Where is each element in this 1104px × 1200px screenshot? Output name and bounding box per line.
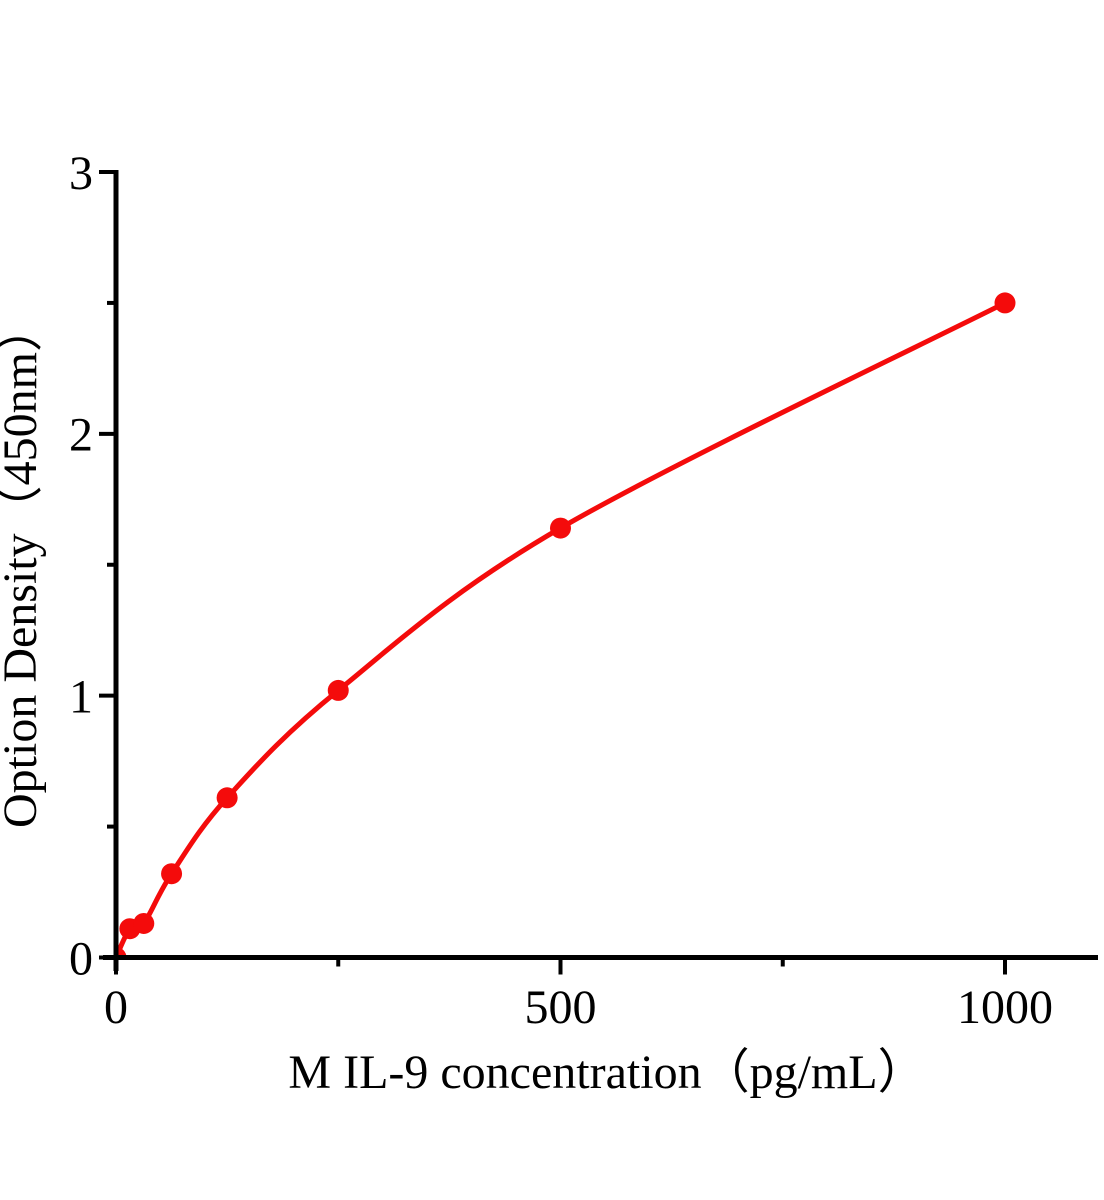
y-tick-label: 3 [69,147,93,200]
x-tick-label: 1000 [957,981,1053,1034]
axis-layer: 0 1 2 3 0 500 1000 [69,147,1098,1034]
y-tick-label: 1 [69,670,93,723]
data-point-marker [161,863,183,885]
standard-curve-line [118,300,1008,955]
x-axis-title: M IL-9 concentration（pg/mL） [288,1046,925,1099]
data-point-marker [327,679,349,701]
data-point-marker [994,292,1016,314]
data-point-marker [118,947,127,955]
data-series-layer [118,292,1016,955]
data-point-marker [550,517,571,539]
x-tick-label: 500 [525,981,597,1034]
data-point-marker [133,912,155,934]
y-tick-label: 2 [69,409,93,462]
y-axis-title: Option Density（450nm） [0,304,47,828]
y-tick-label: 0 [69,932,93,985]
x-tick-label: 0 [104,981,128,1034]
data-point-marker [216,787,238,809]
